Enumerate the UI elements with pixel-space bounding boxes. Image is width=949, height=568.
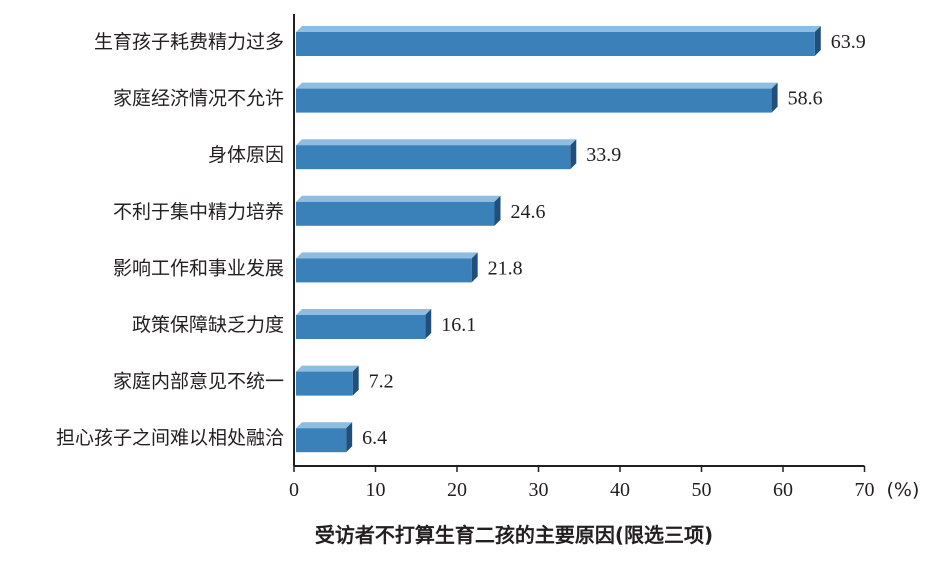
value-label: 16.1 <box>441 314 476 336</box>
bar <box>296 201 495 226</box>
bar <box>296 145 571 170</box>
bar-group <box>296 309 432 339</box>
x-tick-label: 30 <box>529 479 549 501</box>
bar-top-face <box>296 82 778 89</box>
x-tick-label: 20 <box>447 479 467 501</box>
x-axis-ticks: 0 10 20 30 40 50 60 70 <box>289 466 875 501</box>
bar-top-face <box>296 309 432 315</box>
value-label: 58.6 <box>788 88 823 110</box>
axis-layer <box>293 14 865 467</box>
category-label: 家庭内部意见不统一 <box>113 371 284 393</box>
x-tick-label: 10 <box>366 479 386 501</box>
bar-side-face <box>471 252 478 283</box>
bar-group <box>296 139 577 170</box>
category-label: 生育孩子耗费精力过多 <box>94 31 284 53</box>
bar <box>296 371 353 396</box>
bar-top-face <box>296 139 577 146</box>
bar-side-face <box>570 139 577 170</box>
bar <box>296 258 472 283</box>
value-label: 7.2 <box>369 371 394 393</box>
bar-group <box>296 422 353 453</box>
bar-side-face <box>352 365 359 396</box>
bar-top-face <box>296 365 359 372</box>
bar-side-face <box>425 309 432 339</box>
x-tick-label: 0 <box>289 479 299 501</box>
bar <box>296 315 426 339</box>
value-label: 21.8 <box>488 257 523 279</box>
category-label: 家庭经济情况不允许 <box>113 88 284 110</box>
x-tick-label: 50 <box>692 479 712 501</box>
value-label: 63.9 <box>831 31 866 53</box>
x-axis-unit-label: (%) <box>887 479 920 501</box>
bar-side-face <box>494 195 501 226</box>
category-label: 担心孩子之间难以相处融洽 <box>56 427 284 449</box>
bar <box>296 32 815 56</box>
value-label: 6.4 <box>362 427 387 449</box>
bar-top-face <box>296 422 353 429</box>
bar <box>296 88 772 113</box>
bar-group <box>296 82 778 113</box>
x-tick-label: 60 <box>773 479 793 501</box>
bar-group <box>296 195 501 226</box>
category-label: 不利于集中精力培养 <box>113 201 284 223</box>
bar-group <box>296 26 821 56</box>
category-label: 影响工作和事业发展 <box>113 257 284 279</box>
chart-title: 受访者不打算生育二孩的主要原因(限选三项) <box>315 523 713 547</box>
x-tick-label: 70 <box>855 479 875 501</box>
category-label: 政策保障缺乏力度 <box>132 314 284 336</box>
bar-side-face <box>771 82 778 113</box>
bars-layer: 生育孩子耗费精力过多 63.9 家庭经济情况不允许 58.6 身体原因 33.9 不利于集中… <box>56 26 866 453</box>
bar-group <box>296 252 478 283</box>
category-label: 身体原因 <box>208 144 284 166</box>
bar-top-face <box>296 195 501 202</box>
value-label: 33.9 <box>586 144 621 166</box>
x-tick-label: 40 <box>610 479 630 501</box>
bar-side-face <box>346 422 353 453</box>
bar <box>296 428 347 453</box>
bar-group <box>296 365 359 396</box>
bar-top-face <box>296 26 821 32</box>
value-label: 24.6 <box>510 201 545 223</box>
bar-side-face <box>814 26 821 56</box>
bar-top-face <box>296 252 478 259</box>
